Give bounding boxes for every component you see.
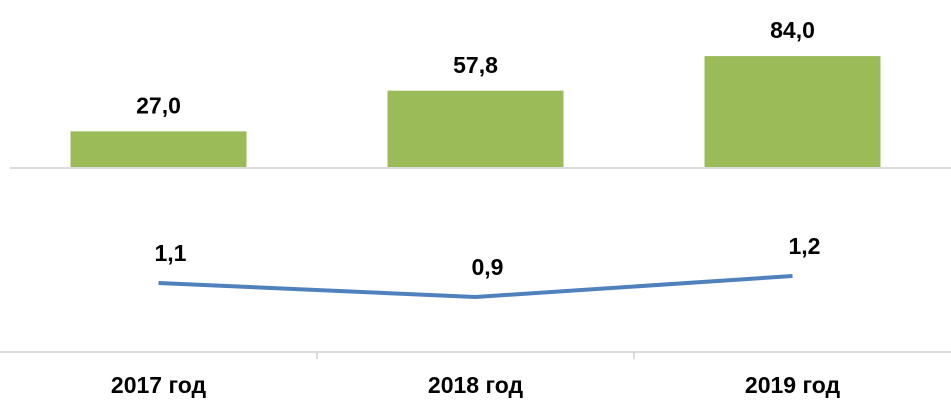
data-label: 57,8 [453, 52, 498, 78]
data-label: 84,0 [770, 17, 815, 43]
line [158, 274, 793, 299]
x-tick-label: 2019 год [745, 372, 841, 398]
data-label: 1,2 [789, 233, 821, 259]
bar [387, 90, 564, 167]
data-label: 0,9 [472, 254, 504, 280]
x-tick-label: 2017 год [111, 372, 207, 398]
data-label: 27,0 [136, 92, 181, 118]
data-label: 1,1 [155, 240, 187, 266]
x-tick-label: 2018 год [428, 372, 524, 398]
bar [70, 131, 247, 167]
bar [704, 56, 881, 168]
